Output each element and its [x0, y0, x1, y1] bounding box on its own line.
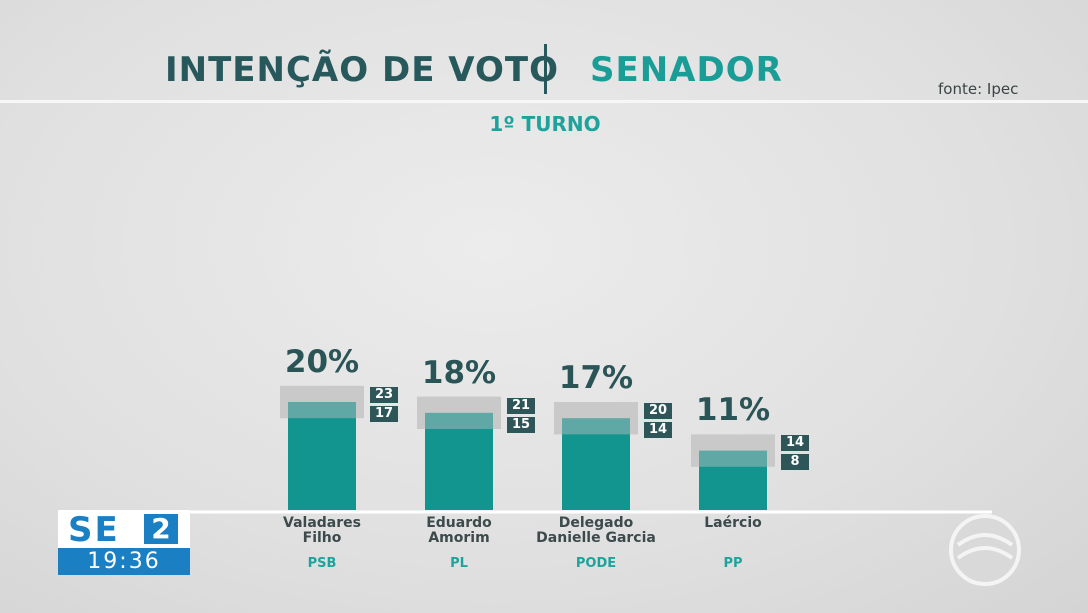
lower-label: 15: [507, 416, 535, 433]
upper-label: 23: [370, 386, 398, 403]
bar: [699, 466, 767, 510]
bar: [288, 418, 356, 510]
party-label: PL: [450, 556, 468, 571]
party-label: PSB: [307, 556, 337, 571]
upper-label: 21: [507, 397, 535, 414]
upper-label: 14: [781, 435, 809, 452]
source: fonte: Ipec: [938, 80, 1019, 98]
channel-logo: SE 2: [58, 510, 190, 550]
party-label: PP: [723, 556, 743, 571]
value-label: 20%: [284, 343, 360, 380]
category-label: Laércio: [704, 515, 762, 531]
value-label: 11%: [695, 392, 771, 429]
title: INTENÇÃO DE VOTO: [165, 50, 559, 90]
bar: [425, 429, 493, 510]
subtitle: 1º TURNO: [489, 112, 601, 136]
bar: [562, 434, 630, 510]
lower-label: 14: [644, 422, 672, 438]
channel-name: SE: [68, 510, 120, 550]
channel-number: 2: [144, 514, 178, 544]
clock: 19:36: [58, 548, 190, 575]
network-logo: [949, 514, 1021, 586]
category-label: Valadares Filho: [283, 515, 361, 546]
party-label: PODE: [575, 556, 617, 571]
value-label: 17%: [558, 360, 634, 396]
category-label: Eduardo Amorim: [426, 515, 492, 546]
category-label: Delegado Danielle Garcia: [536, 515, 656, 546]
divider: [544, 44, 547, 94]
header-rule: [0, 100, 1088, 103]
value-label: 18%: [421, 354, 497, 391]
lower-label: 17: [370, 405, 398, 422]
subject: SENADOR: [590, 50, 783, 90]
lower-label: 8: [781, 454, 809, 471]
upper-label: 20: [644, 403, 672, 419]
